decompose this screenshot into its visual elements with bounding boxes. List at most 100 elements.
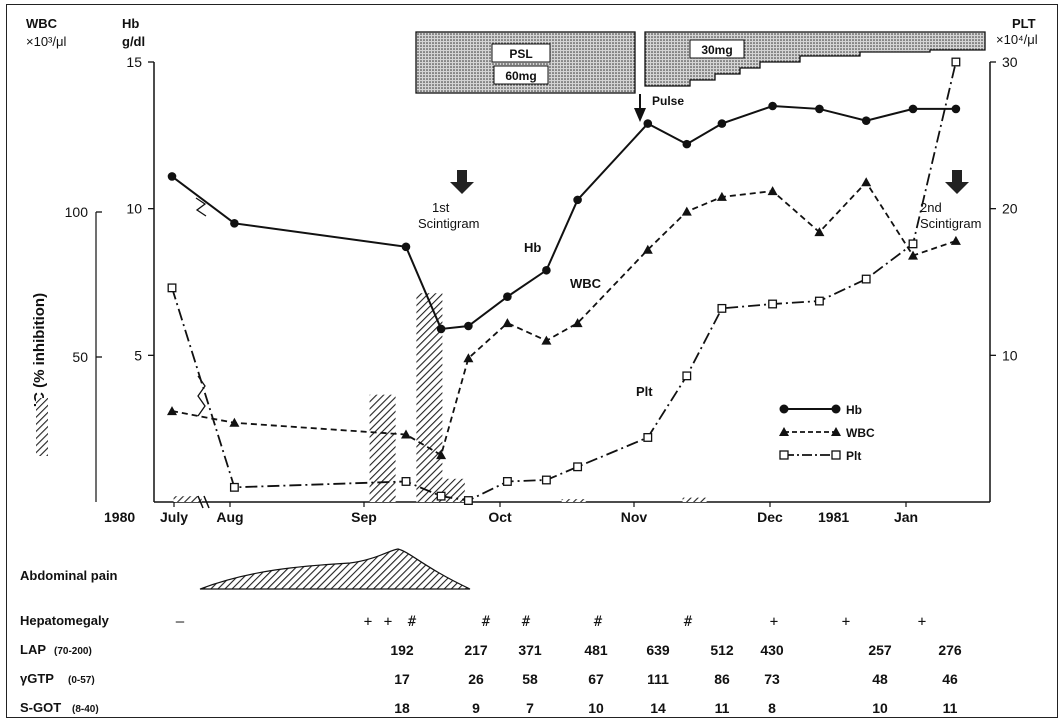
plt-tick-label: 10: [1002, 347, 1018, 363]
scintigram-2-line2: Scintigram: [920, 216, 981, 231]
sgot-value: 8: [768, 700, 776, 716]
month-label: Sep: [351, 509, 377, 525]
gtp-value: 111: [647, 671, 669, 687]
point-hb: [908, 104, 918, 114]
plt-tick-label: 20: [1002, 201, 1018, 217]
hepatomegaly-grade: +: [770, 614, 778, 630]
abdominal-pain-label: Abdominal pain: [20, 568, 118, 583]
hepatomegaly-grade: +: [364, 614, 372, 630]
axis-break-mark-2: [197, 375, 206, 417]
gtp-value: 48: [872, 671, 888, 687]
point-wbc: [716, 191, 727, 201]
point-hb: [861, 116, 871, 125]
point-wbc: [642, 244, 653, 254]
point-hb: [643, 119, 653, 128]
dose2-label: 30mg: [701, 43, 732, 57]
hepatomegaly-grade: —: [176, 614, 185, 630]
pulse-arrow-head: [634, 108, 646, 122]
sgot-value: 9: [472, 700, 480, 716]
scintigram-2-line1: 2nd: [920, 200, 942, 215]
point-wbc: [541, 335, 552, 345]
point-plt: [167, 283, 177, 293]
wbc-unit-label: WBC: [26, 16, 58, 31]
legend-plt-marker: [779, 450, 789, 460]
axis-ticks: 15 10 5 100 50 30 20 10: [65, 54, 1018, 365]
legend-wbc: WBC: [846, 426, 875, 440]
month-label: Aug: [216, 509, 243, 525]
lap-value: 276: [938, 642, 962, 658]
wbc-unit-sub: ×10³/μl: [26, 34, 66, 49]
sgot-value: 14: [650, 700, 666, 716]
point-plt: [717, 303, 727, 313]
point-wbc: [401, 429, 411, 439]
wbc-series-label: WBC: [570, 276, 602, 291]
sgot-value: 18: [394, 700, 410, 716]
point-wbc: [861, 177, 872, 187]
dose1-label: 60mg: [505, 69, 536, 83]
pulse-label: Pulse: [652, 94, 684, 108]
sgot-value: 10: [588, 700, 604, 716]
lap-value: 481: [584, 642, 608, 658]
month-labels: July Aug Sep Oct Nov Dec Jan: [160, 502, 918, 525]
hb-tick-label: 15: [126, 54, 142, 70]
ic-axis-label: IC (% inhibition): [31, 293, 48, 407]
hepatomegaly-grade: #: [522, 614, 531, 630]
gtp-value: 17: [394, 671, 410, 687]
abdominal-pain-profile: [199, 548, 471, 590]
ic-tick-label: 100: [65, 204, 89, 220]
point-plt: [768, 299, 778, 309]
point-hb: [464, 321, 473, 331]
point-hb: [436, 324, 446, 334]
point-plt: [643, 433, 653, 442]
figure-frame: [6, 4, 1058, 718]
point-hb: [717, 119, 727, 128]
point-wbc: [950, 235, 961, 245]
plt-unit-label: PLT: [1012, 16, 1036, 31]
gtp-label: γGTP: [20, 671, 54, 686]
point-plt: [502, 477, 512, 486]
scintigram-1-line1: 1st: [432, 200, 450, 215]
lap-value: 639: [646, 642, 670, 658]
lap-range: (70-200): [54, 646, 92, 657]
sgot-value: 10: [872, 700, 888, 716]
gtp-value: 26: [468, 671, 484, 687]
year-1981-label: 1981: [818, 509, 849, 525]
hepatomegaly-row: — + + # # # # # + + +: [176, 614, 926, 630]
point-hb: [815, 104, 824, 114]
sgot-row: 18 9 7 10 14 11 8 10 11: [394, 700, 957, 716]
lap-value: 430: [760, 642, 784, 658]
hepatomegaly-grade: +: [842, 614, 850, 630]
point-wbc: [463, 353, 474, 363]
hb-unit-sub: g/dl: [122, 34, 145, 49]
hepatomegaly-grade: +: [918, 614, 926, 630]
scintigram-1-arrow: [450, 170, 474, 194]
dose1-label-box: [493, 65, 549, 85]
sgot-value: 7: [526, 700, 534, 716]
gtp-value: 86: [714, 671, 730, 687]
ic-bar: [561, 499, 586, 502]
legend-hb-marker: [779, 404, 789, 414]
point-wbc: [908, 250, 918, 260]
point-plt: [463, 496, 473, 505]
gtp-value: 67: [588, 671, 604, 687]
ic-bar: [682, 497, 707, 502]
lap-value: 257: [868, 642, 892, 658]
lap-value: 371: [518, 642, 542, 658]
sgot-label: S-GOT: [20, 700, 61, 715]
point-wbc: [814, 227, 825, 237]
scintigram-2-arrow: [945, 170, 969, 194]
point-plt: [908, 239, 918, 249]
hepatomegaly-label: Hepatomegaly: [20, 613, 110, 628]
point-hb: [401, 242, 411, 252]
ic-tick-label: 50: [72, 349, 88, 365]
hepatomegaly-grade: #: [482, 614, 491, 630]
gtp-row: 17 26 58 67 111 86 73 48 46: [394, 671, 958, 687]
point-hb: [573, 195, 582, 205]
point-plt: [401, 477, 411, 486]
ic-legend-swatch: [36, 398, 48, 456]
point-plt: [436, 491, 446, 501]
hepatomegaly-grade: #: [684, 614, 693, 630]
scintigram-1-line2: Scintigram: [418, 216, 479, 231]
axis-break-mark: [195, 197, 207, 217]
